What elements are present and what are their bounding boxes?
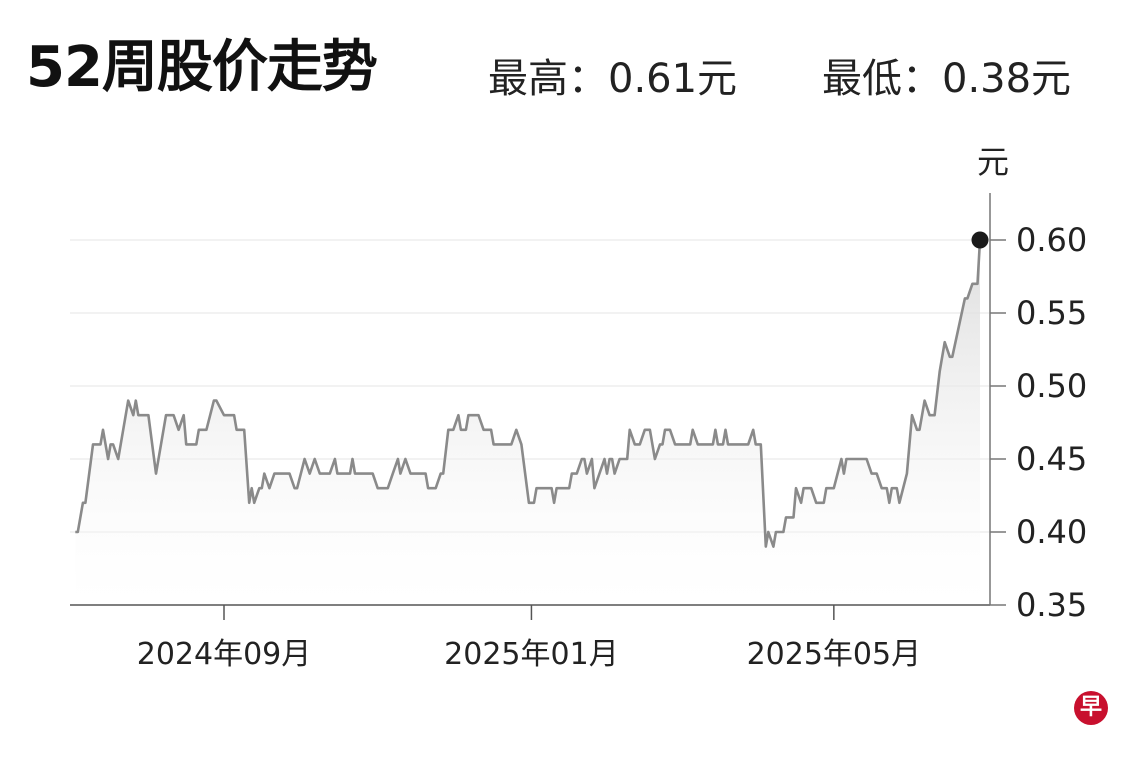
low-price-label: 最低：0.38元 (822, 56, 1072, 102)
y-tick-label: 0.45 (1016, 440, 1087, 478)
high-price-label: 最高：0.61元 (488, 56, 738, 102)
y-tick-label: 0.35 (1016, 586, 1087, 624)
y-tick-label: 0.40 (1016, 513, 1087, 551)
y-tick-label: 0.60 (1016, 221, 1087, 259)
x-tick-label: 2024年09月 (137, 637, 312, 672)
chart-title: 52周股价走势 (26, 35, 378, 100)
zaobao-logo: 早 (1074, 691, 1108, 725)
price-line (75, 239, 982, 548)
y-tick-label: 0.55 (1016, 294, 1087, 332)
y-tick-label: 0.50 (1016, 367, 1087, 405)
logo-text: 早 (1079, 695, 1102, 720)
y-axis-unit: 元 (977, 143, 1009, 181)
x-tick-label: 2025年01月 (444, 637, 619, 672)
latest-price-marker (971, 231, 989, 249)
axes: 0.35 0.40 0.45 0.50 0.55 0.60 2024年09月 2025年01月… (70, 193, 1087, 672)
price-area-fill (75, 240, 981, 605)
x-tick-label: 2025年05月 (747, 637, 922, 672)
